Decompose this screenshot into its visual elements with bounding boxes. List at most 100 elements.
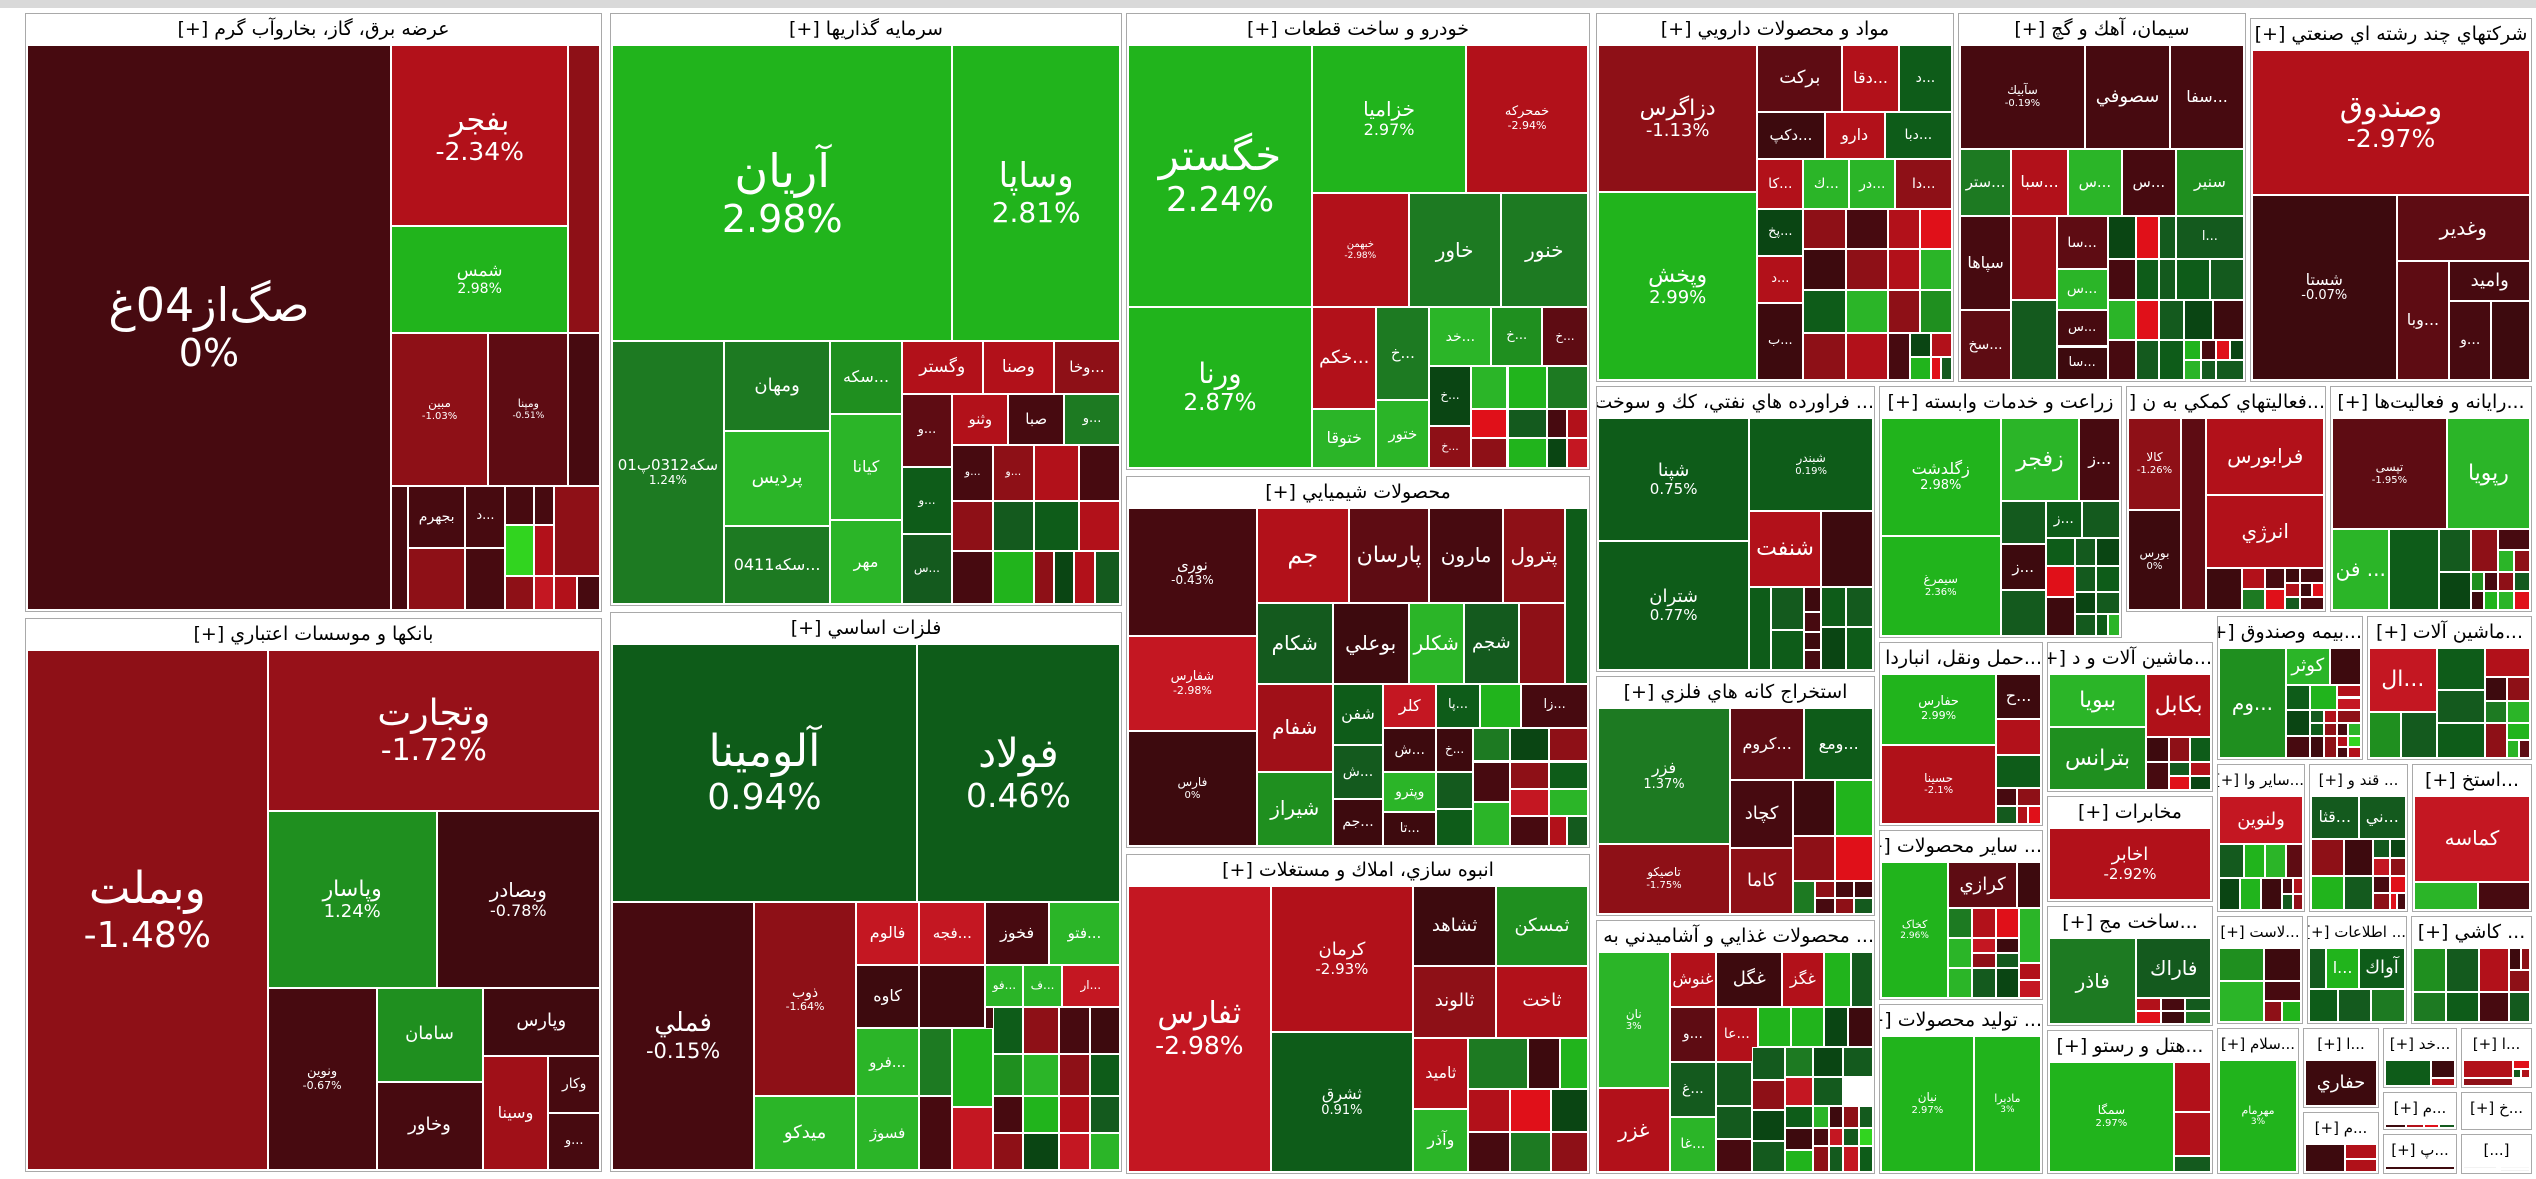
stock-tile-small[interactable] <box>1752 1079 1785 1111</box>
stock-tile-small[interactable] <box>1859 1106 1873 1128</box>
stock-tile-small[interactable] <box>2430 1078 2455 1086</box>
stock-tile-small[interactable] <box>2185 998 2211 1012</box>
stock-tile[interactable]: ... فن <box>2332 529 2390 610</box>
stock-tile[interactable]: بفجر -2.34% <box>390 45 569 226</box>
stock-tile-small[interactable] <box>2184 339 2202 360</box>
stock-tile-small[interactable] <box>1920 209 1952 250</box>
stock-tile-small[interactable] <box>2499 1166 2530 1170</box>
stock-tile-small[interactable] <box>1519 602 1565 684</box>
stock-tile[interactable]: ...خ <box>1491 307 1542 367</box>
stock-tile-small[interactable] <box>1845 209 1889 250</box>
stock-tile-small[interactable] <box>2000 590 2046 636</box>
sector-header[interactable]: سیمان، آهك و گچ [+] <box>1959 14 2245 44</box>
stock-tile[interactable]: ...ا <box>2175 215 2244 260</box>
stock-tile[interactable]: مهر <box>830 520 902 604</box>
stock-tile-small[interactable] <box>1470 366 1508 409</box>
sector-header[interactable]: ...م [+] <box>2384 1093 2456 1123</box>
stock-tile-small[interactable] <box>2261 878 2282 910</box>
stock-tile-small[interactable] <box>1853 881 1873 898</box>
stock-tile[interactable]: کرازي <box>1948 862 2017 909</box>
stock-tile-small[interactable] <box>1079 500 1120 551</box>
stock-tile-small[interactable] <box>2389 839 2406 858</box>
stock-tile-small[interactable] <box>1509 761 1549 789</box>
stock-tile-small[interactable] <box>2107 339 2137 380</box>
stock-tile[interactable]: ...خد <box>1429 307 1492 367</box>
stock-tile-small[interactable] <box>2508 948 2521 971</box>
stock-tile[interactable]: میدکو <box>754 1096 856 1170</box>
stock-tile[interactable]: ...پا <box>1436 683 1480 728</box>
stock-tile-small[interactable] <box>2329 648 2361 686</box>
stock-tile[interactable]: ...ز <box>2079 418 2120 501</box>
stock-tile-small[interactable] <box>2385 1166 2455 1170</box>
stock-tile-small[interactable] <box>2445 992 2479 1022</box>
stock-tile[interactable]: ...سا <box>2056 215 2108 270</box>
stock-tile-small[interactable] <box>408 547 466 610</box>
stock-tile[interactable]: وآذر <box>1413 1109 1469 1172</box>
stock-tile-small[interactable] <box>1785 1077 1813 1106</box>
stock-tile-small[interactable] <box>2018 980 2041 998</box>
stock-tile-small[interactable] <box>1546 408 1568 439</box>
stock-tile[interactable]: ...خ <box>1376 307 1430 401</box>
stock-tile[interactable]: مبین -1.03% <box>390 333 489 486</box>
stock-tile-small[interactable] <box>2309 685 2337 710</box>
stock-tile[interactable]: ...غا <box>1669 1117 1717 1172</box>
stock-tile-small[interactable] <box>1560 1037 1588 1090</box>
stock-tile[interactable]: کوثر <box>2285 648 2330 686</box>
stock-tile-small[interactable] <box>2309 736 2325 758</box>
stock-tile[interactable]: دارو <box>1824 112 1885 159</box>
stock-tile[interactable]: وصنا <box>982 341 1054 395</box>
stock-tile-small[interactable] <box>1829 1145 1843 1172</box>
stock-tile-small[interactable] <box>2240 878 2261 910</box>
stock-tile-small[interactable] <box>2397 892 2406 910</box>
sector-header[interactable]: ...رایانه و فعالیت‌ها [+] <box>2331 387 2531 417</box>
stock-tile-small[interactable] <box>2241 588 2266 610</box>
stock-tile-small[interactable] <box>2336 722 2349 736</box>
stock-tile-small[interactable] <box>2507 722 2530 741</box>
stock-tile-small[interactable] <box>2344 1144 2377 1160</box>
stock-tile-small[interactable] <box>1845 586 1873 628</box>
stock-tile[interactable]: شفارس -2.98% <box>1128 636 1257 732</box>
stock-tile-small[interactable] <box>2292 878 2303 895</box>
stock-tile-small[interactable] <box>1920 289 1952 334</box>
stock-tile-small[interactable] <box>2348 722 2361 736</box>
stock-tile-small[interactable] <box>2017 806 2029 824</box>
stock-tile-small[interactable] <box>2463 1124 2517 1126</box>
stock-tile-small[interactable] <box>1468 1037 1529 1090</box>
stock-tile[interactable]: ...ار <box>1061 964 1120 1007</box>
stock-tile-small[interactable] <box>2201 359 2216 380</box>
stock-tile-small[interactable] <box>1996 755 2041 788</box>
stock-tile-small[interactable] <box>2300 567 2324 584</box>
stock-tile[interactable]: نیان 2.97% <box>1881 1036 1974 1172</box>
stock-tile-small[interactable] <box>2264 948 2301 982</box>
stock-tile-small[interactable] <box>1548 761 1588 789</box>
stock-tile-small[interactable] <box>2219 981 2265 1022</box>
stock-tile-small[interactable] <box>2074 592 2097 615</box>
stock-tile-small[interactable] <box>1845 333 1889 380</box>
stock-tile-small[interactable] <box>2498 550 2515 572</box>
sector-header[interactable]: ... کاشي [+] <box>2412 917 2531 947</box>
stock-tile-small[interactable] <box>1033 550 1054 604</box>
stock-tile[interactable]: دزاگرس -1.13% <box>1598 45 1758 193</box>
stock-tile[interactable]: ...تا <box>1383 812 1437 846</box>
sector-header[interactable]: ...استخ [+] <box>2413 765 2531 795</box>
stock-tile-small[interactable] <box>2344 875 2373 910</box>
stock-tile-small[interactable] <box>2300 596 2324 610</box>
stock-tile-small[interactable] <box>2369 711 2402 758</box>
stock-tile-small[interactable] <box>2477 881 2530 910</box>
stock-tile-small[interactable] <box>1815 897 1835 914</box>
stock-tile-small[interactable] <box>952 1106 993 1170</box>
stock-tile-small[interactable] <box>2096 614 2109 636</box>
stock-tile[interactable]: ...س <box>2121 148 2176 216</box>
stock-tile-small[interactable] <box>1829 1106 1843 1128</box>
stock-tile-small[interactable] <box>1815 881 1835 898</box>
stock-tile-small[interactable] <box>2389 875 2406 893</box>
stock-tile-small[interactable] <box>2219 948 2265 982</box>
stock-tile-small[interactable] <box>2219 878 2240 910</box>
stock-tile-small[interactable] <box>1752 1141 1785 1172</box>
stock-tile[interactable]: ...فو <box>985 964 1024 1007</box>
stock-tile-small[interactable] <box>2284 596 2301 610</box>
stock-tile-small[interactable] <box>1804 632 1821 650</box>
stock-tile[interactable]: خنور <box>1500 193 1588 308</box>
stock-tile-small[interactable] <box>1548 788 1588 816</box>
stock-tile-small[interactable] <box>554 576 578 610</box>
